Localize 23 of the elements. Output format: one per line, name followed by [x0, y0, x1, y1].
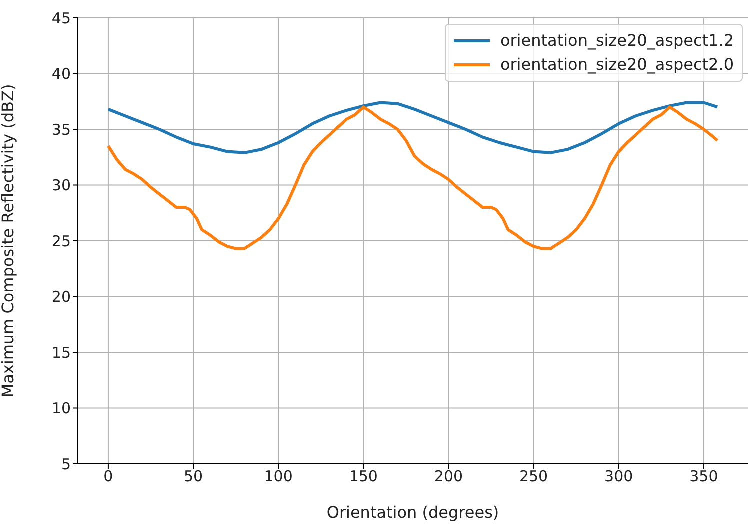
y-tick-label: 30	[52, 176, 71, 195]
x-tick-label: 350	[690, 468, 718, 486]
y-tick-label: 15	[52, 344, 71, 362]
y-tick-label: 5	[61, 455, 71, 474]
y-tick-label: 35	[52, 120, 71, 139]
x-tick-label: 300	[604, 468, 634, 486]
legend-label: orientation_size20_aspect1.2	[500, 30, 734, 52]
x-tick-label: 0	[104, 468, 114, 486]
y-tick-label: 40	[52, 65, 71, 84]
x-tick-label: 250	[519, 468, 548, 486]
y-tick-label: 25	[52, 232, 71, 250]
x-tick-label: 200	[434, 468, 464, 486]
legend-label: orientation_size20_aspect2.0	[500, 54, 734, 76]
y-tick-label: 45	[52, 9, 71, 28]
x-axis-title: Orientation (degrees)	[326, 503, 500, 522]
line-series	[106, 101, 720, 154]
y-tick-label: 20	[52, 288, 71, 306]
x-tick-label: 100	[264, 468, 293, 486]
y-axis-title: Maximum Composite Reflectivity (dBZ)	[0, 84, 18, 398]
line-series	[106, 106, 720, 250]
y-tick-label: 10	[52, 400, 71, 418]
x-tick-label: 50	[184, 468, 204, 486]
x-tick-label: 150	[349, 468, 378, 486]
